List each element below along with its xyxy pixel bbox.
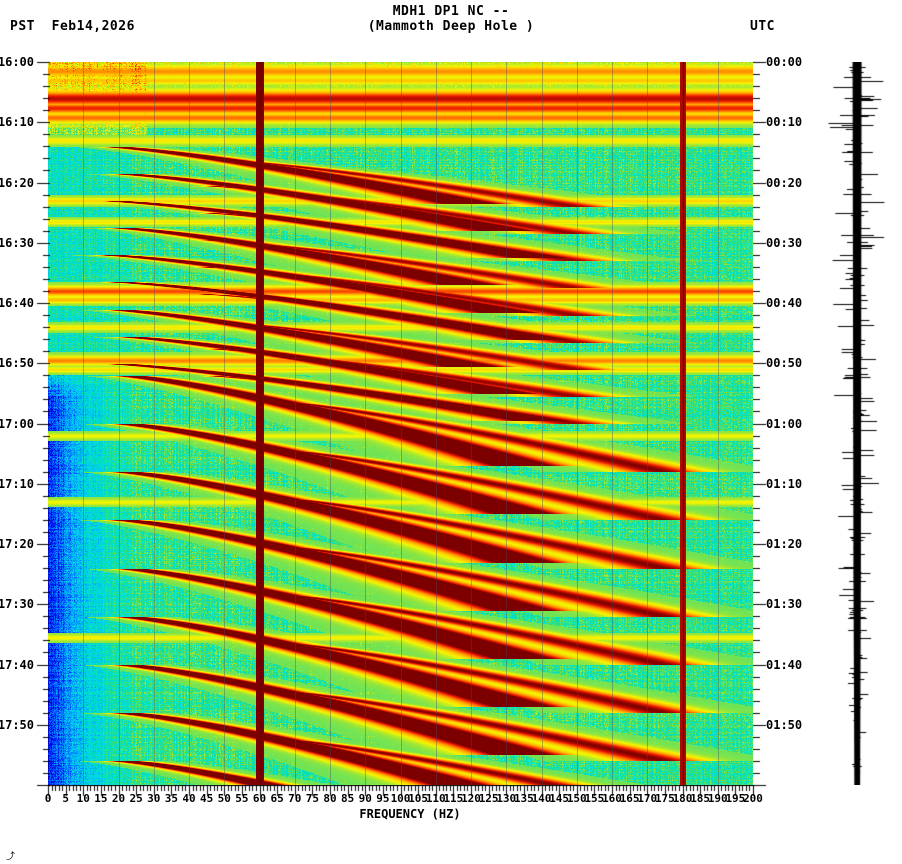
frequency-axis	[40, 785, 770, 797]
frequency-tick-195: 195	[725, 792, 746, 805]
right-axis-tick-0010: 00:10	[766, 115, 803, 130]
left-axis-tick-1750: 17:50	[0, 717, 34, 732]
frequency-tick-90: 90	[358, 792, 372, 805]
left-axis-tick-1610: 16:10	[0, 115, 34, 130]
spectrogram-plot[interactable]	[48, 62, 753, 785]
frequency-tick-130: 130	[496, 792, 517, 805]
right-axis-tick-0100: 01:00	[766, 416, 803, 431]
frequency-tick-155: 155	[584, 792, 605, 805]
frequency-tick-140: 140	[531, 792, 552, 805]
frequency-tick-180: 180	[672, 792, 693, 805]
frequency-tick-70: 70	[288, 792, 302, 805]
right-axis-tick-0150: 01:50	[766, 717, 803, 732]
timezone-right-label: UTC	[750, 19, 775, 34]
right-axis-tick-0020: 00:20	[766, 175, 803, 190]
frequency-tick-165: 165	[619, 792, 640, 805]
left-axis-tick-1710: 17:10	[0, 476, 34, 491]
frequency-tick-160: 160	[602, 792, 622, 805]
frequency-tick-95: 95	[376, 792, 390, 805]
frequency-tick-50: 50	[217, 792, 231, 805]
frequency-tick-45: 45	[200, 792, 214, 805]
frequency-tick-60: 60	[252, 792, 267, 805]
right-axis-tick-0110: 01:10	[766, 476, 803, 491]
corner-marker: ⤴	[6, 852, 16, 862]
frequency-tick-125: 125	[478, 792, 499, 805]
right-axis-tick-0120: 01:20	[766, 537, 803, 551]
right-axis-tick-0130: 01:30	[766, 597, 803, 612]
frequency-tick-175: 175	[654, 792, 675, 805]
right-axis-tick-0050: 00:50	[766, 356, 803, 371]
frequency-tick-20: 20	[111, 792, 126, 805]
frequency-tick-145: 145	[549, 792, 570, 805]
left-axis-tick-1700: 17:00	[0, 416, 34, 431]
left-axis-tick-1600: 16:00	[0, 55, 34, 69]
frequency-tick-15: 15	[94, 792, 108, 805]
frequency-tick-185: 185	[690, 792, 711, 805]
seismogram-trace	[818, 62, 894, 785]
frequency-tick-75: 75	[305, 792, 319, 805]
left-axis-tick-1650: 16:50	[0, 356, 34, 371]
left-axis-tick-1720: 17:20	[0, 537, 34, 551]
frequency-tick-190: 190	[707, 792, 728, 805]
spectrogram-image	[48, 62, 753, 785]
frequency-tick-40: 40	[182, 792, 196, 805]
right-axis-tick-0040: 00:40	[766, 296, 803, 310]
frequency-tick-25: 25	[129, 792, 143, 805]
left-axis-tick-1640: 16:40	[0, 296, 34, 310]
left-axis-tick-1730: 17:30	[0, 597, 34, 612]
left-axis-tick-1630: 16:30	[0, 235, 34, 250]
right-axis-tick-0030: 00:30	[766, 235, 803, 250]
frequency-tick-85: 85	[341, 792, 355, 805]
frequency-tick-35: 35	[164, 792, 178, 805]
frequency-tick-65: 65	[270, 792, 284, 805]
left-time-axis	[36, 55, 50, 795]
station-subtitle: (Mammoth Deep Hole )	[367, 19, 535, 34]
frequency-tick-135: 135	[513, 792, 534, 805]
frequency-tick-105: 105	[408, 792, 429, 805]
frequency-tick-30: 30	[147, 792, 161, 805]
frequency-tick-150: 150	[566, 792, 587, 805]
waveform-panel[interactable]	[818, 62, 894, 785]
frequency-tick-115: 115	[443, 792, 464, 805]
timezone-left-label: PST Feb14,2026	[10, 19, 135, 34]
frequency-tick-80: 80	[323, 792, 337, 805]
frequency-axis-title: FREQUENCY (HZ)	[359, 807, 461, 821]
right-time-axis	[753, 55, 767, 795]
frequency-tick-200: 200	[743, 792, 763, 805]
frequency-tick-110: 110	[425, 792, 446, 805]
page-title: MDH1 DP1 NC --	[392, 4, 510, 19]
frequency-tick-170: 170	[637, 792, 658, 805]
frequency-tick-0: 0	[44, 792, 52, 805]
right-axis-tick-0000: 00:00	[766, 55, 803, 69]
frequency-tick-55: 55	[235, 792, 249, 805]
frequency-tick-120: 120	[461, 792, 481, 805]
left-axis-tick-1740: 17:40	[0, 657, 34, 672]
right-axis-tick-0140: 01:40	[766, 657, 803, 672]
frequency-tick-100: 100	[390, 792, 411, 805]
left-axis-tick-1620: 16:20	[0, 175, 34, 190]
frequency-tick-5: 5	[62, 792, 69, 805]
frequency-tick-10: 10	[76, 792, 90, 805]
